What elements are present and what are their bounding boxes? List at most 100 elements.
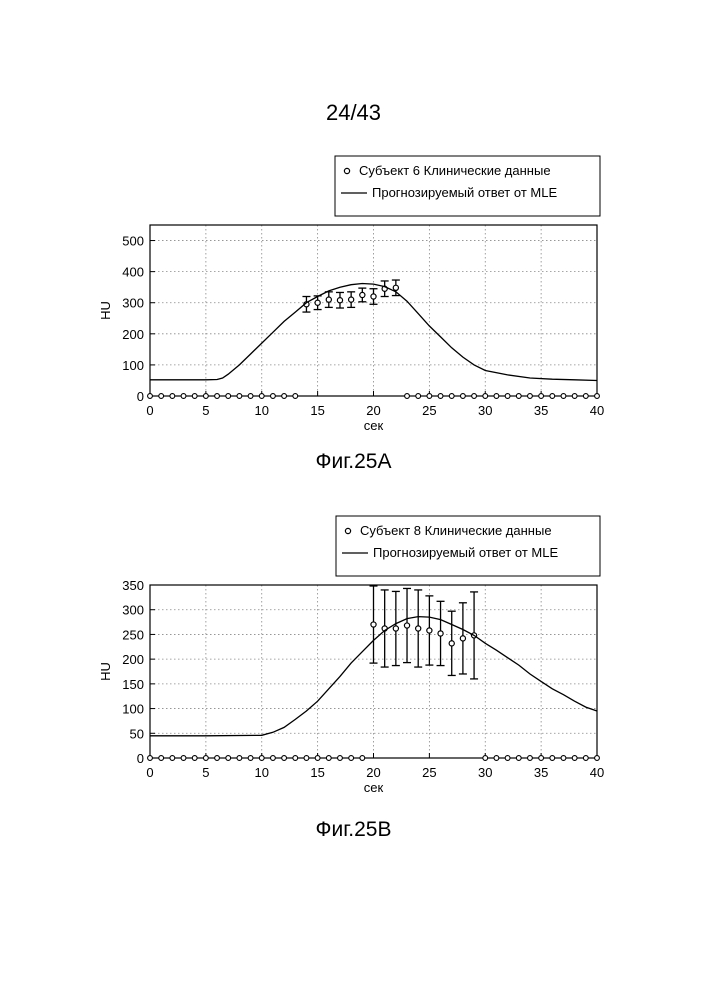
- data-point-zero: [338, 756, 343, 761]
- data-point-zero: [159, 394, 164, 399]
- data-point-zero: [215, 394, 220, 399]
- data-point-zero: [572, 756, 577, 761]
- data-point-zero: [349, 756, 354, 761]
- x-tick-label: 15: [310, 765, 324, 780]
- data-point-zero: [237, 756, 242, 761]
- data-point: [371, 622, 376, 627]
- data-point-zero: [595, 756, 600, 761]
- x-tick-label: 30: [478, 765, 492, 780]
- data-point-zero: [248, 394, 253, 399]
- data-point-zero: [583, 394, 588, 399]
- data-point-zero: [561, 756, 566, 761]
- legend-marker-points: [344, 168, 349, 173]
- x-tick-label: 40: [590, 765, 604, 780]
- x-axis-label: сек: [364, 780, 384, 795]
- x-tick-label: 35: [534, 765, 548, 780]
- x-tick-label: 0: [146, 403, 153, 418]
- x-axis-label: сек: [364, 418, 384, 433]
- data-point-zero: [315, 756, 320, 761]
- data-point-zero: [595, 394, 600, 399]
- data-point-zero: [226, 756, 231, 761]
- data-point: [371, 294, 376, 299]
- y-tick-label: 250: [122, 627, 144, 642]
- data-point-zero: [561, 394, 566, 399]
- data-point-zero: [181, 394, 186, 399]
- data-point-zero: [282, 394, 287, 399]
- data-point-zero: [326, 756, 331, 761]
- data-point: [449, 641, 454, 646]
- legend-label-mle: Прогнозируемый ответ от MLE: [372, 185, 557, 200]
- x-tick-label: 25: [422, 403, 436, 418]
- y-axis-label: HU: [98, 662, 113, 681]
- data-point-zero: [237, 394, 242, 399]
- data-point-zero: [438, 394, 443, 399]
- y-tick-label: 500: [122, 234, 144, 249]
- data-point-zero: [259, 756, 264, 761]
- data-point-zero: [148, 756, 153, 761]
- x-tick-label: 40: [590, 403, 604, 418]
- y-tick-label: 0: [137, 751, 144, 766]
- x-tick-label: 10: [255, 765, 269, 780]
- data-point-zero: [550, 756, 555, 761]
- data-point: [393, 626, 398, 631]
- data-point-zero: [483, 756, 488, 761]
- x-tick-label: 30: [478, 403, 492, 418]
- data-point-zero: [449, 394, 454, 399]
- y-tick-label: 200: [122, 327, 144, 342]
- y-tick-label: 100: [122, 702, 144, 717]
- y-tick-label: 100: [122, 358, 144, 373]
- data-point: [416, 626, 421, 631]
- y-tick-label: 400: [122, 265, 144, 280]
- data-point-zero: [304, 756, 309, 761]
- data-point-zero: [271, 394, 276, 399]
- data-point-zero: [539, 394, 544, 399]
- data-point-zero: [259, 394, 264, 399]
- data-point-zero: [215, 756, 220, 761]
- data-point: [360, 292, 365, 297]
- data-point: [404, 623, 409, 628]
- data-point-zero: [427, 394, 432, 399]
- data-point-zero: [405, 394, 410, 399]
- legend-label-mle: Прогнозируемый ответ от MLE: [373, 545, 558, 560]
- x-tick-label: 25: [422, 765, 436, 780]
- data-point: [337, 298, 342, 303]
- page-number: 24/43: [0, 100, 707, 126]
- data-point-zero: [293, 756, 298, 761]
- x-tick-label: 5: [202, 765, 209, 780]
- data-point-zero: [282, 756, 287, 761]
- data-point-zero: [226, 394, 231, 399]
- figure-label-25b: Фиг.25B: [0, 818, 707, 842]
- y-tick-label: 150: [122, 677, 144, 692]
- legend-label-clinical: Субъект 6 Клинические данные: [359, 163, 551, 178]
- data-point-zero: [248, 756, 253, 761]
- y-tick-label: 350: [122, 578, 144, 593]
- data-point-zero: [159, 756, 164, 761]
- x-tick-label: 20: [366, 403, 380, 418]
- data-point-zero: [516, 756, 521, 761]
- data-point-zero: [583, 756, 588, 761]
- legend-label-clinical: Субъект 8 Клинические данные: [360, 523, 552, 538]
- x-tick-label: 5: [202, 403, 209, 418]
- y-tick-label: 0: [137, 389, 144, 404]
- data-point: [427, 628, 432, 633]
- data-point: [393, 285, 398, 290]
- y-tick-label: 300: [122, 296, 144, 311]
- data-point: [438, 631, 443, 636]
- data-point-zero: [572, 394, 577, 399]
- data-point-zero: [181, 756, 186, 761]
- y-tick-label: 200: [122, 652, 144, 667]
- data-point-zero: [360, 756, 365, 761]
- data-point-zero: [483, 394, 488, 399]
- data-point-zero: [203, 756, 208, 761]
- data-point-zero: [192, 394, 197, 399]
- data-point-zero: [293, 394, 298, 399]
- x-tick-label: 35: [534, 403, 548, 418]
- data-point: [326, 297, 331, 302]
- data-point-zero: [550, 394, 555, 399]
- data-point: [349, 297, 354, 302]
- data-point-zero: [516, 394, 521, 399]
- y-tick-label: 50: [130, 726, 144, 741]
- data-point-zero: [203, 394, 208, 399]
- data-point-zero: [494, 756, 499, 761]
- data-point-zero: [148, 394, 153, 399]
